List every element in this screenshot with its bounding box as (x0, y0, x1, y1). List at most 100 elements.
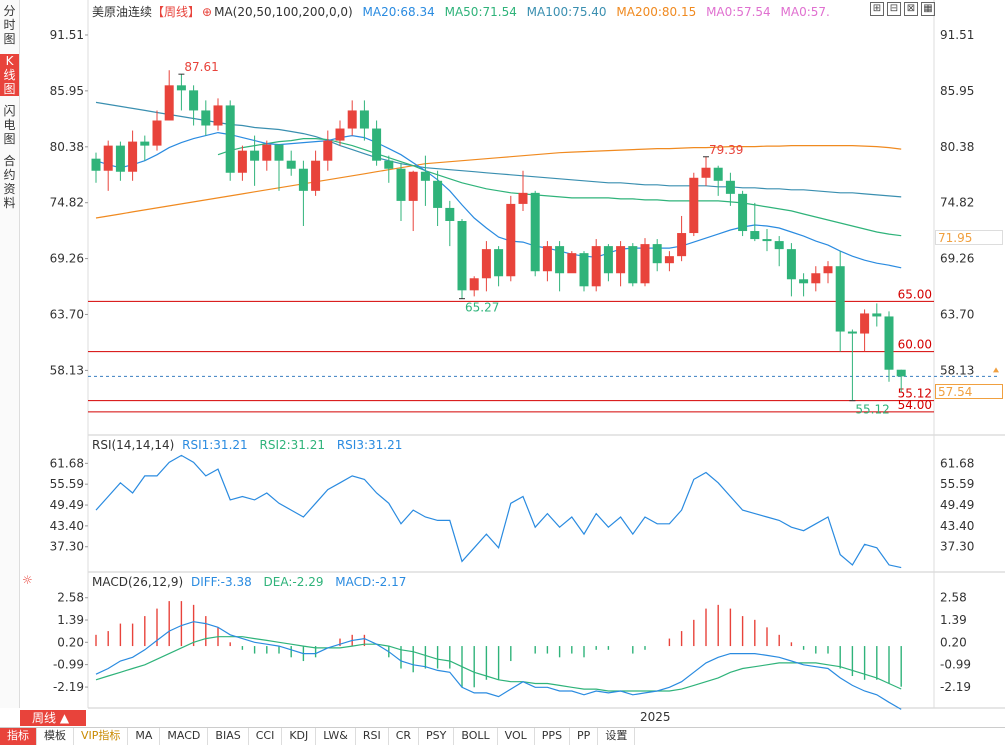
tab-rsi[interactable]: RSI (356, 728, 389, 745)
macd-dea-value: DEA:-2.29 (263, 575, 324, 589)
tab-template[interactable]: 模板 (37, 728, 74, 745)
candle-body (762, 239, 772, 242)
symbol-label: 美原油连续 (92, 5, 153, 19)
current-price-tag: 57.54 (935, 384, 1003, 399)
price-tick-label-right: 58.13 (940, 363, 974, 377)
sun-icon[interactable]: ☼ (22, 573, 33, 587)
candle-body (408, 171, 418, 201)
price-arrow-icon (993, 367, 999, 373)
candle-body (542, 246, 552, 272)
tab-psy[interactable]: PSY (419, 728, 455, 745)
candle-body (567, 253, 577, 274)
price-tick-label-right: 63.70 (940, 307, 974, 321)
tab-cr[interactable]: CR (389, 728, 420, 745)
macd-tick-label-left: 0.20 (57, 635, 84, 649)
candle-body (201, 110, 211, 126)
macd-tick-label-right: -0.99 (940, 658, 971, 672)
kline-chart[interactable]: 91.51 91.51 85.95 85.95 80.38 80.38 74.82 74.82… (0, 0, 1005, 727)
candle-body (347, 110, 357, 129)
support-line-label: 54.00 (898, 398, 932, 412)
candle-body (262, 144, 272, 161)
fullscreen-icon[interactable]: ⊞ (870, 2, 884, 16)
settings-icon[interactable]: ⊕ (202, 5, 213, 19)
tab-indicator[interactable]: 指标 (0, 728, 37, 745)
macd-title: MACD(26,12,9) (92, 575, 184, 589)
ma200-value: MA200:80.15 (616, 5, 697, 19)
tab-kdj[interactable]: KDJ (282, 728, 317, 745)
tab-settings[interactable]: 设置 (598, 728, 636, 745)
candle-body (372, 128, 382, 161)
candle-body (811, 273, 821, 284)
tab-pps[interactable]: PPS (535, 728, 571, 745)
tab-contract-info[interactable]: 合约资料 (3, 154, 16, 210)
candle-body (384, 160, 394, 169)
tab-macd[interactable]: MACD (160, 728, 209, 745)
period-select-button[interactable]: 周线 ▲ (20, 710, 86, 726)
period-label: 【周线】 (152, 5, 201, 19)
candle-body (91, 158, 101, 171)
candle-body (445, 207, 455, 221)
left-tab-bar: 分时图 K线图 闪电图 合约资料 (0, 0, 20, 708)
price-tick-label-left: 74.82 (50, 196, 84, 210)
candle-body (396, 168, 406, 201)
candle-body (323, 140, 333, 161)
candle-body (799, 279, 809, 284)
ma0-value-a: MA0:57.54 (706, 5, 771, 19)
candle-body (750, 231, 760, 240)
shrink-icon[interactable]: ⊟ (887, 2, 901, 16)
rsi3-value: RSI3:31.21 (336, 438, 403, 452)
price-tick-label-right: 85.95 (940, 84, 974, 98)
candle-body (469, 278, 479, 291)
tab-lightning[interactable]: 闪电图 (3, 104, 16, 146)
candle-body (128, 141, 138, 172)
candle-body (506, 203, 516, 277)
tab-timeshare[interactable]: 分时图 (3, 4, 16, 46)
rsi-tick-label-right: 55.59 (940, 477, 974, 491)
candle-body (701, 167, 711, 178)
ma200-price-tag: 71.95 (935, 230, 1003, 245)
price-tick-label-right: 74.82 (940, 196, 974, 210)
tab-pp[interactable]: PP (570, 728, 599, 745)
candle-body (298, 168, 308, 191)
candle-body (555, 246, 565, 274)
rsi-tick-label-right: 61.68 (940, 456, 974, 470)
rsi1-value: RSI1:31.21 (182, 438, 248, 452)
macd-tick-label-left: -2.19 (53, 680, 84, 694)
candle-body (164, 85, 174, 121)
price-tick-label-right: 69.26 (940, 252, 974, 266)
tab-boll[interactable]: BOLL (454, 728, 498, 745)
extreme-label: 87.61 (184, 60, 218, 74)
macd-tick-label-right: 1.39 (940, 613, 967, 627)
candle-body (713, 167, 723, 181)
rsi-title: RSI(14,14,14) (92, 438, 175, 452)
candle-body (579, 253, 589, 287)
rsi-tick-label-left: 55.59 (50, 477, 84, 491)
tab-kline[interactable]: K线图 (0, 54, 19, 96)
candle-body (530, 192, 540, 272)
close-icon[interactable]: ⊠ (904, 2, 918, 16)
ma-title: MA(20,50,100,200,0,0) (214, 5, 353, 19)
ma20-value: MA20:68.34 (362, 5, 435, 19)
candle-body (225, 105, 235, 173)
candle-body (457, 220, 467, 291)
support-line-label: 65.00 (898, 287, 932, 301)
candle-body (152, 120, 162, 146)
tab-bias[interactable]: BIAS (208, 728, 249, 745)
tab-vip-indicator[interactable]: VIP指标 (74, 728, 129, 745)
price-tick-label-left: 63.70 (50, 307, 84, 321)
rsi-tick-label-left: 49.49 (50, 498, 84, 512)
candle-body (591, 246, 601, 287)
extreme-label: 65.27 (465, 301, 499, 315)
tab-cci[interactable]: CCI (249, 728, 283, 745)
layout-icon[interactable]: ▦ (921, 2, 935, 16)
indicator-tab-bar: 指标 模板 VIP指标 MA MACD BIAS CCI KDJ LW& RSI… (0, 727, 1005, 745)
candle-body (774, 241, 784, 250)
tab-lw[interactable]: LW& (316, 728, 356, 745)
price-tick-label-left: 91.51 (50, 28, 84, 42)
rsi-legend: RSI(14,14,14) RSI1:31.21 RSI2:31.21 RSI3… (92, 438, 410, 452)
candle-body (359, 110, 369, 129)
tab-ma[interactable]: MA (128, 728, 161, 745)
candle-body (176, 85, 186, 91)
macd-tick-label-left: -0.99 (53, 658, 84, 672)
tab-vol[interactable]: VOL (498, 728, 535, 745)
